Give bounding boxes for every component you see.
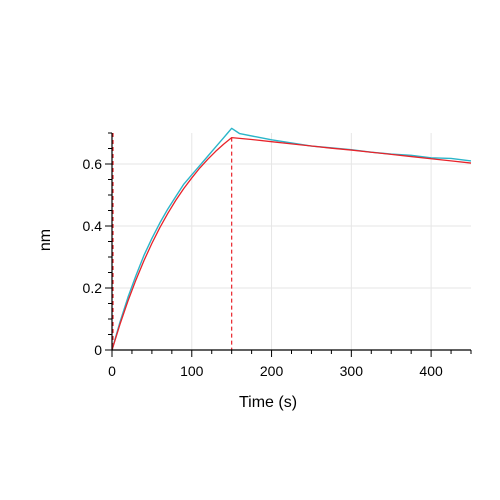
y-tick-label-3: 0.6: [83, 156, 103, 172]
axes: [111, 133, 471, 351]
phase-markers: [112, 133, 233, 350]
grid-lines: [112, 133, 471, 350]
x-tick-label-0: 0: [108, 363, 116, 379]
y-axis-title: nm: [37, 229, 54, 251]
y-tick-label-1: 0.2: [83, 280, 103, 296]
axis-ticks: 0 100 200 300 400 0 0.2 0.4 0.6: [83, 132, 472, 379]
x-tick-label-2: 200: [260, 363, 284, 379]
series-line-fit: [111, 136, 472, 351]
x-tick-label-1: 100: [180, 363, 204, 379]
x-tick-label-4: 400: [419, 363, 443, 379]
series-line-measured: [111, 127, 472, 351]
x-axis-title: Time (s): [239, 394, 297, 411]
y-tick-label-2: 0.4: [83, 218, 103, 234]
data-series: [111, 127, 472, 351]
x-tick-label-3: 300: [340, 363, 364, 379]
y-tick-label-0: 0: [94, 342, 102, 358]
